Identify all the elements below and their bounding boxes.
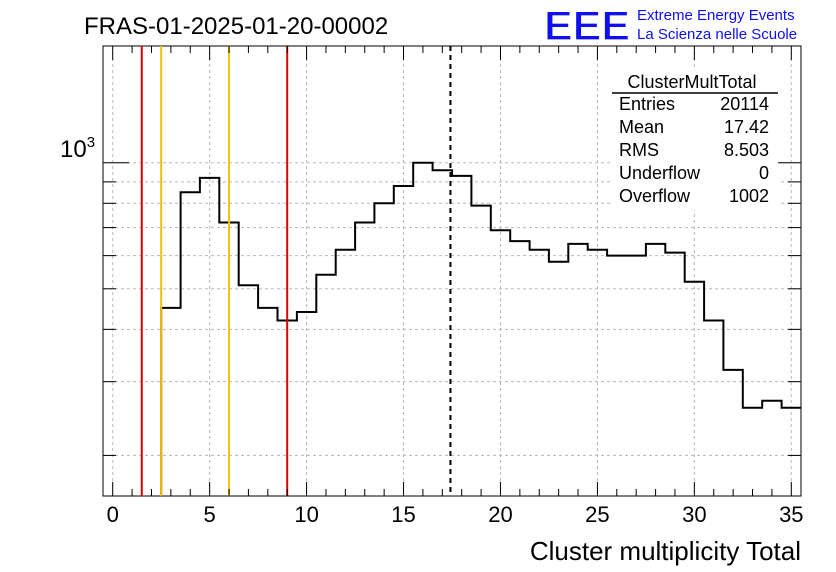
- histogram-outline: [160, 161, 801, 496]
- stats-row-label: Entries: [619, 94, 675, 114]
- stats-row-label: Mean: [619, 117, 664, 137]
- logo-line2: La Scienza nelle Scuole: [637, 26, 797, 43]
- stats-row-value: 8.503: [724, 140, 769, 160]
- x-tick-label: 10: [294, 502, 318, 527]
- x-tick-label: 20: [488, 502, 512, 527]
- chart-title: FRAS-01-2025-01-20-00002: [84, 13, 388, 40]
- x-tick-label: 15: [391, 502, 415, 527]
- x-tick-label: 30: [682, 502, 706, 527]
- marker-lines: [140, 46, 452, 496]
- x-tick-label: 5: [204, 502, 216, 527]
- x-axis-label: Cluster multiplicity Total: [530, 536, 801, 566]
- x-tick-label: 25: [585, 502, 609, 527]
- stats-row-value: 0: [759, 163, 769, 183]
- histogram: [160, 161, 801, 496]
- stats-row-value: 1002: [729, 186, 769, 206]
- stats-row-label: RMS: [619, 140, 659, 160]
- x-tick-labels: 0 5 10 15 20 25 30 35: [107, 502, 804, 527]
- y-tick-label-exponent: 3: [87, 134, 95, 151]
- stats-box-title: ClusterMultTotal: [627, 72, 756, 92]
- stats-row-value: 17.42: [724, 117, 769, 137]
- axis-ticks: [103, 46, 801, 496]
- eee-logo: EEE Extreme Energy Events La Scienza nel…: [543, 1, 797, 49]
- stats-row-label: Underflow: [619, 163, 701, 183]
- y-tick-label-base: 10: [60, 136, 87, 163]
- x-tick-label: 0: [107, 502, 119, 527]
- logo-mark: EEE: [544, 2, 630, 49]
- x-tick-label: 35: [779, 502, 803, 527]
- stats-row-value: 20114: [720, 94, 769, 114]
- stats-box: ClusterMultTotal Entries 20114 Mean 17.42 RM…: [612, 70, 778, 210]
- logo-line1: Extreme Energy Events: [637, 7, 795, 24]
- stats-row-label: Overflow: [619, 186, 691, 206]
- y-tick-label: 103: [60, 134, 95, 163]
- plot-frame: [102, 45, 802, 497]
